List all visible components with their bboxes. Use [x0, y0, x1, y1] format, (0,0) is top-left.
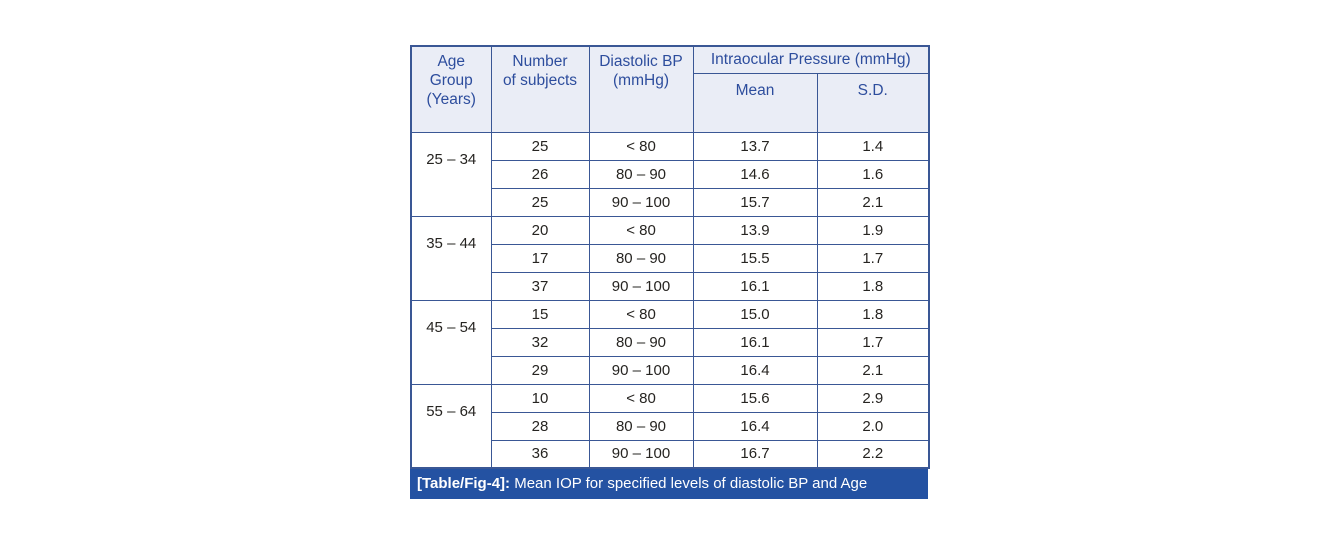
cell-mean: 15.6	[692, 383, 818, 413]
cell-sd: 1.4	[816, 131, 930, 161]
table-fig-4: Age Group (Years) Number of subjects Dia…	[410, 45, 931, 499]
cell-subjects: 25	[490, 131, 590, 161]
cell-sd: 1.8	[816, 271, 930, 301]
cell-subjects: 17	[490, 243, 590, 273]
cell-sd: 1.7	[816, 243, 930, 273]
cell-mean: 16.1	[692, 327, 818, 357]
cell-sd: 1.7	[816, 327, 930, 357]
table-row: 29 90 – 100 16.4 2.1	[411, 355, 930, 385]
cell-mean: 16.4	[692, 411, 818, 441]
cell-subjects: 10	[490, 383, 590, 413]
cell-bp: 90 – 100	[588, 187, 694, 217]
cell-bp: < 80	[588, 131, 694, 161]
iop-table: Age Group (Years) Number of subjects Dia…	[410, 45, 931, 469]
cell-subjects: 36	[490, 439, 590, 469]
age-group-cell: 35 – 44	[410, 215, 492, 301]
cell-sd: 2.1	[816, 355, 930, 385]
cell-mean: 13.9	[692, 215, 818, 245]
table-row: 45 – 54 15 < 80 15.0 1.8	[410, 299, 930, 385]
cell-subjects: 25	[490, 187, 590, 217]
cell-mean: 16.1	[692, 271, 818, 301]
cell-mean: 15.7	[692, 187, 818, 217]
table-row: 25 90 – 100 15.7 2.1	[411, 187, 930, 217]
table-row: 32 80 – 90 16.1 1.7	[411, 327, 930, 357]
header-age-group: Age Group (Years)	[410, 45, 492, 133]
cell-subjects: 15	[490, 299, 590, 329]
cell-bp: 80 – 90	[588, 327, 694, 357]
header-mean: Mean	[692, 72, 818, 133]
table-row: 36 90 – 100 16.7 2.2	[411, 439, 930, 469]
age-group-cell: 25 – 34	[410, 131, 492, 217]
header-diastolic-bp: Diastolic BP (mmHg)	[588, 45, 694, 133]
table-row: 35 – 44 20 < 80 13.9 1.9	[410, 215, 930, 301]
age-group-cell: 55 – 64	[410, 383, 492, 469]
age-group-cell: 45 – 54	[410, 299, 492, 385]
table-row: 55 – 64 10 < 80 15.6 2.9	[410, 383, 930, 469]
table-row: 26 80 – 90 14.6 1.6	[411, 159, 930, 189]
cell-mean: 14.6	[692, 159, 818, 189]
header-intraocular-pressure: Intraocular Pressure (mmHg)	[692, 45, 930, 74]
table-row: 25 – 34 25 < 80 13.7 1.4	[410, 131, 930, 217]
cell-sd: 2.2	[816, 439, 930, 469]
caption-label: [Table/Fig-4]:	[417, 475, 511, 492]
cell-bp: 90 – 100	[588, 271, 694, 301]
cell-sd: 1.9	[816, 215, 930, 245]
table-row: 37 90 – 100 16.1 1.8	[411, 271, 930, 301]
cell-sd: 2.9	[816, 383, 930, 413]
table-body: 25 – 34 25 < 80 13.7 1.4 26 80 – 90 14.6…	[410, 131, 930, 469]
cell-bp: 90 – 100	[588, 439, 694, 469]
table-row: 28 80 – 90 16.4 2.0	[411, 411, 930, 441]
table-header: Age Group (Years) Number of subjects Dia…	[410, 45, 930, 133]
cell-subjects: 37	[490, 271, 590, 301]
table-row: 17 80 – 90 15.5 1.7	[411, 243, 930, 273]
cell-sd: 2.1	[816, 187, 930, 217]
cell-sd: 2.0	[816, 411, 930, 441]
cell-bp: < 80	[588, 383, 694, 413]
cell-subjects: 26	[490, 159, 590, 189]
cell-subjects: 32	[490, 327, 590, 357]
caption-text: Mean IOP for specified levels of diastol…	[510, 475, 868, 492]
cell-bp: < 80	[588, 299, 694, 329]
cell-bp: 80 – 90	[588, 243, 694, 273]
cell-subjects: 29	[490, 355, 590, 385]
cell-bp: 80 – 90	[588, 411, 694, 441]
cell-mean: 16.4	[692, 355, 818, 385]
cell-bp: < 80	[588, 215, 694, 245]
cell-subjects: 28	[490, 411, 590, 441]
cell-subjects: 20	[490, 215, 590, 245]
header-sd: S.D.	[816, 72, 930, 133]
cell-mean: 15.5	[692, 243, 818, 273]
cell-sd: 1.8	[816, 299, 930, 329]
cell-sd: 1.6	[816, 159, 930, 189]
cell-mean: 13.7	[692, 131, 818, 161]
cell-bp: 90 – 100	[588, 355, 694, 385]
table-caption: [Table/Fig-4]: Mean IOP for specified le…	[410, 469, 928, 499]
cell-mean: 16.7	[692, 439, 818, 469]
header-number-of-subjects: Number of subjects	[490, 45, 590, 133]
cell-bp: 80 – 90	[588, 159, 694, 189]
cell-mean: 15.0	[692, 299, 818, 329]
